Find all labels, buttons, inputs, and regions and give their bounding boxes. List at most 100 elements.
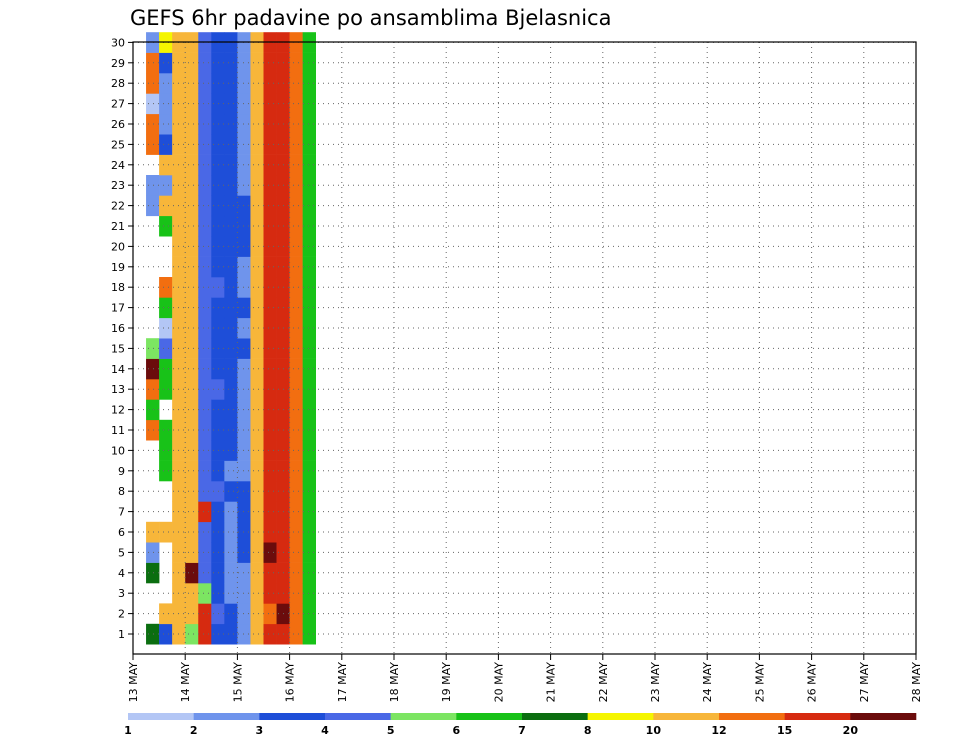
heatmap-cell	[211, 460, 225, 482]
heatmap-cell	[198, 236, 212, 257]
heatmap-cell	[250, 277, 264, 298]
heatmap-cell	[198, 154, 212, 176]
heatmap-cell	[250, 542, 264, 563]
heatmap-cell	[224, 317, 238, 339]
heatmap-cell	[263, 481, 277, 502]
heatmap-cell	[250, 236, 264, 257]
heatmap-cell	[250, 317, 264, 339]
heatmap-cell	[185, 317, 199, 339]
heatmap-cell	[250, 358, 264, 380]
heatmap-cell	[198, 481, 212, 502]
heatmap-cell	[289, 542, 303, 563]
y-tick-label: 3	[118, 587, 125, 600]
y-tick-label: 26	[111, 118, 125, 131]
heatmap-cell	[159, 440, 173, 461]
heatmap-cell	[263, 583, 277, 604]
heatmap-cell	[263, 399, 277, 421]
y-tick-label: 24	[111, 159, 125, 172]
heatmap-cell	[237, 358, 251, 380]
heatmap-cell	[224, 562, 238, 584]
heatmap-cell	[198, 501, 212, 523]
heatmap-cell	[250, 379, 264, 400]
y-tick-label: 6	[118, 526, 125, 539]
heatmap-cell	[198, 256, 212, 278]
heatmap-cell	[263, 154, 277, 176]
heatmap-cell	[185, 379, 199, 400]
heatmap-cell	[289, 277, 303, 298]
heatmap-cell	[198, 419, 212, 441]
heatmap-cell	[302, 256, 316, 278]
y-tick-label: 15	[111, 342, 125, 355]
heatmap-cell	[198, 215, 212, 237]
heatmap-cell	[263, 440, 277, 461]
heatmap-cell	[302, 73, 316, 94]
y-tick-label: 17	[111, 302, 125, 315]
heatmap-cell	[263, 256, 277, 278]
heatmap-cell	[289, 113, 303, 135]
heatmap-cell	[302, 460, 316, 482]
heatmap-cell	[224, 419, 238, 441]
legend-label: 20	[843, 724, 859, 737]
heatmap-cell	[263, 195, 277, 217]
legend-label: 5	[387, 724, 395, 737]
heatmap-cell	[146, 52, 160, 74]
y-tick-label: 19	[111, 261, 125, 274]
heatmap-cell	[185, 562, 199, 584]
heatmap-cell	[185, 358, 199, 380]
heatmap-cell	[224, 460, 238, 482]
legend-swatch	[456, 713, 523, 720]
heatmap-cell	[146, 562, 160, 584]
heatmap-cell	[237, 542, 251, 563]
heatmap-cell	[237, 440, 251, 461]
x-tick-label: 19 MAY	[440, 662, 453, 703]
heatmap-cell	[224, 542, 238, 563]
heatmap-cell	[185, 215, 199, 237]
heatmap-cell	[237, 195, 251, 217]
legend-swatch	[193, 713, 260, 720]
y-tick-label: 18	[111, 281, 125, 294]
heatmap-cell	[159, 379, 173, 400]
heatmap-cell	[185, 154, 199, 176]
heatmap-cell	[185, 440, 199, 461]
heatmap-cell	[302, 501, 316, 523]
x-tick-label: 23 MAY	[649, 662, 662, 703]
heatmap-cell	[211, 399, 225, 421]
heatmap-cell	[198, 440, 212, 461]
heatmap-cell	[263, 215, 277, 237]
heatmap-cell	[198, 562, 212, 584]
heatmap-cell	[198, 134, 212, 155]
heatmap-cell	[302, 52, 316, 74]
heatmap-cell	[263, 379, 277, 400]
heatmap-cell	[237, 154, 251, 176]
heatmap-cell	[185, 134, 199, 155]
heatmap-cell	[198, 52, 212, 74]
heatmap-cell	[185, 603, 199, 625]
heatmap-cell	[146, 338, 160, 359]
heatmap-cell	[289, 603, 303, 625]
heatmap-cell	[198, 603, 212, 625]
heatmap-cell	[224, 73, 238, 94]
heatmap-cell	[237, 52, 251, 74]
heatmap-cell	[289, 93, 303, 115]
y-tick-label: 20	[111, 240, 125, 253]
heatmap-cell	[250, 195, 264, 217]
heatmap-cell	[250, 583, 264, 604]
y-tick-label: 2	[118, 608, 125, 621]
heatmap-cell	[237, 113, 251, 135]
y-tick-label: 21	[111, 220, 125, 233]
legend-label: 6	[453, 724, 461, 737]
heatmap-cell	[289, 195, 303, 217]
heatmap-cell	[289, 562, 303, 584]
heatmap-cell	[302, 419, 316, 441]
heatmap-cell	[250, 175, 264, 196]
legend-label: 1	[124, 724, 132, 737]
heatmap-cell	[302, 562, 316, 584]
heatmap-cell	[211, 195, 225, 217]
heatmap-cell	[198, 317, 212, 339]
heatmap-cell	[263, 134, 277, 155]
legend-label: 8	[584, 724, 592, 737]
heatmap-cell	[237, 562, 251, 584]
heatmap-cell	[185, 256, 199, 278]
legend-swatch	[128, 713, 194, 720]
heatmap-cell	[185, 623, 199, 645]
